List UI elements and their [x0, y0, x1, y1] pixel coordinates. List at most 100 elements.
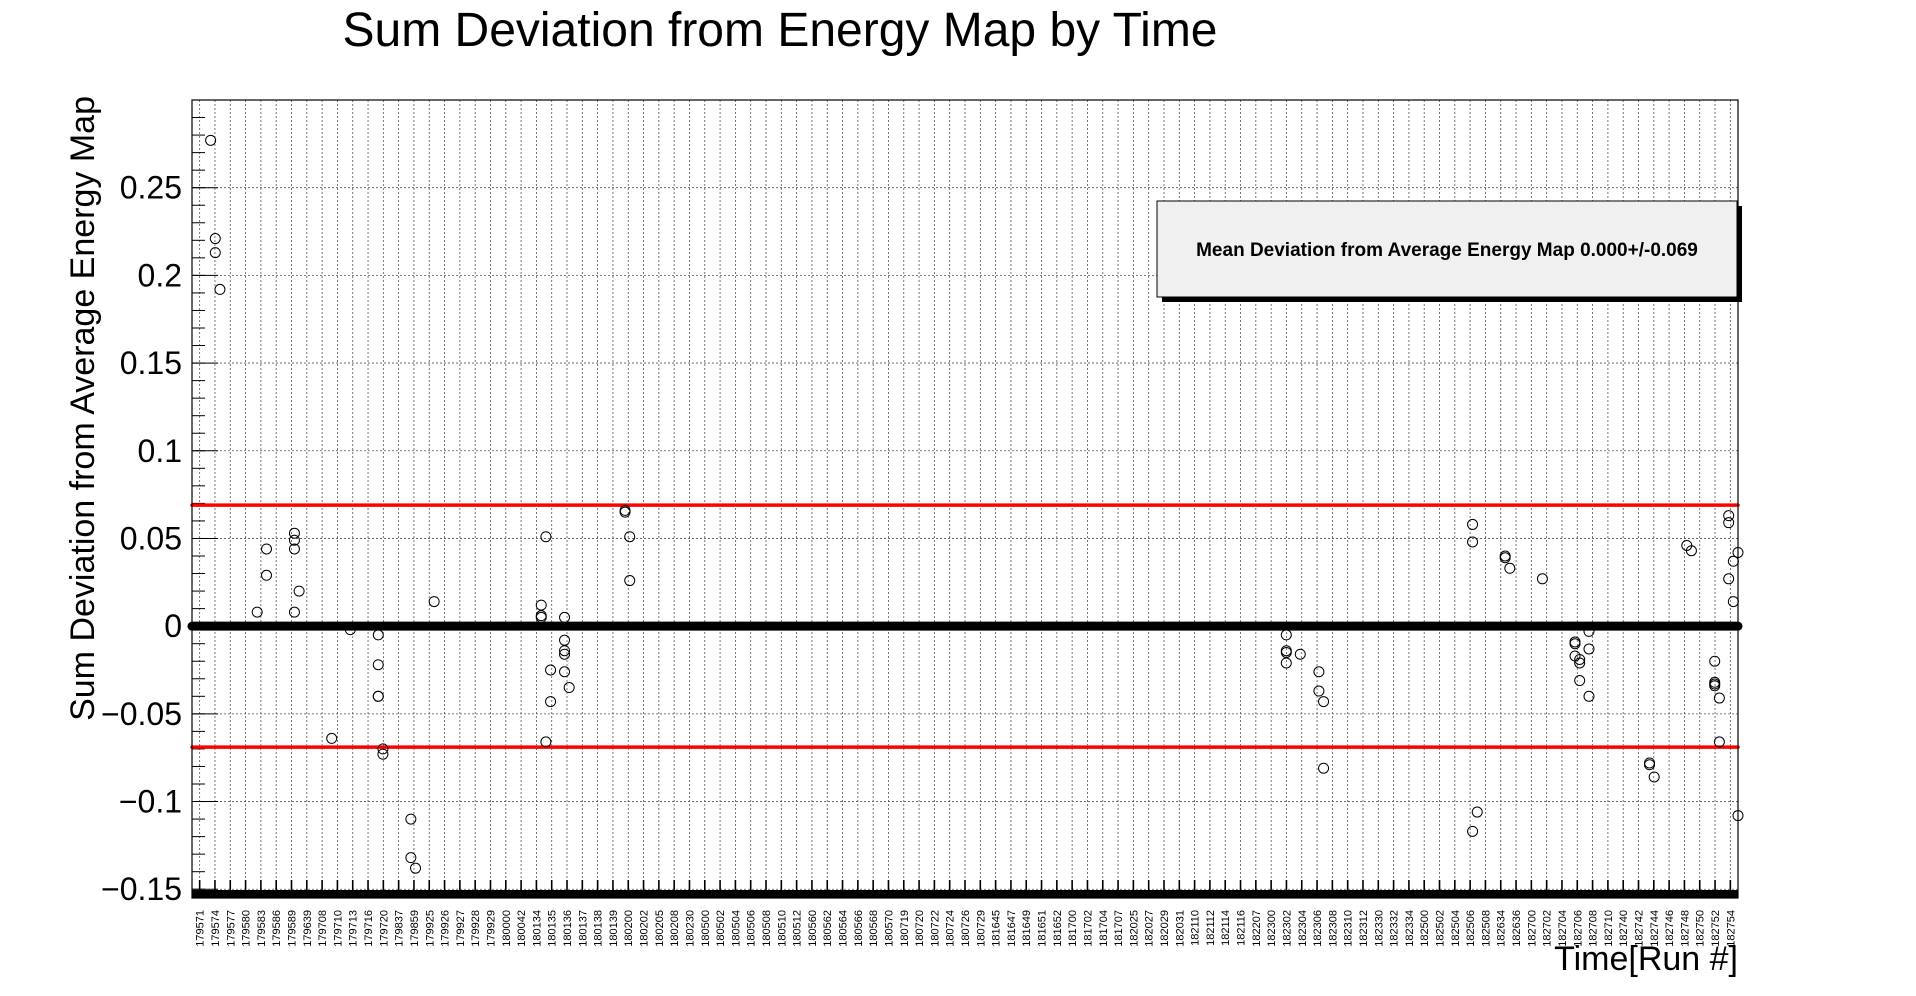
x-tick-label: 180500 [700, 910, 712, 947]
x-tick-label: 179713 [348, 910, 360, 947]
x-tick-label: 180512 [792, 910, 804, 947]
x-tick-label: 182207 [1251, 910, 1263, 947]
y-tick-label: 0.05 [120, 520, 182, 556]
data-point [288, 534, 300, 546]
data-point [1318, 762, 1330, 774]
y-tick-label: 0.15 [120, 345, 182, 381]
data-point [372, 690, 384, 702]
x-tick-label: 181645 [991, 910, 1003, 947]
x-tick-label: 179927 [455, 910, 467, 947]
y-tick-label: 0.1 [138, 433, 182, 469]
x-tick-label: 182750 [1695, 910, 1707, 947]
x-tick-label: 180508 [761, 910, 773, 947]
data-point [214, 283, 226, 295]
x-tick-label: 182116 [1236, 910, 1248, 946]
x-tick-label: 181651 [1037, 910, 1049, 947]
x-tick-label: 181647 [1006, 910, 1018, 947]
data-point [1569, 638, 1581, 650]
y-tick-label: 0 [164, 608, 182, 644]
x-tick-label: 179586 [271, 910, 283, 947]
x-tick-label: 182112 [1205, 910, 1217, 946]
data-point [1467, 536, 1479, 548]
data-point [377, 748, 389, 760]
data-point [261, 569, 273, 581]
data-point [1574, 675, 1586, 687]
x-tick-label: 179710 [332, 910, 344, 947]
x-tick-label: 182330 [1373, 910, 1385, 947]
x-tick-label: 179574 [210, 910, 222, 947]
data-point [1536, 573, 1548, 585]
data-point [372, 629, 384, 641]
data-point [288, 527, 300, 539]
x-tick-label: 180726 [960, 910, 972, 947]
x-tick-label: 182704 [1557, 910, 1569, 947]
x-tick-label: 179708 [317, 910, 329, 947]
x-tick-label: 182754 [1725, 910, 1737, 947]
x-tick-label: 181707 [1113, 910, 1125, 947]
x-tick-label: 181700 [1067, 910, 1079, 947]
data-point [288, 543, 300, 555]
x-tick-band [192, 890, 1738, 898]
x-tick-label: 182332 [1389, 910, 1401, 947]
x-tick-label: 180566 [853, 910, 865, 947]
x-tick-label: 180136 [562, 910, 574, 947]
data-point [624, 575, 636, 587]
data-point [1499, 552, 1511, 564]
data-point [1471, 806, 1483, 818]
x-tick-label: 179571 [195, 910, 207, 947]
x-tick-label: 182114 [1220, 910, 1232, 946]
x-axis-label: Time[Run #] [1554, 940, 1738, 978]
data-point [1685, 545, 1697, 557]
data-point [545, 664, 557, 676]
x-tick-label: 180205 [654, 910, 666, 947]
data-point [1583, 625, 1595, 637]
x-tick-label: 179580 [241, 910, 253, 947]
data-point [1583, 643, 1595, 655]
data-point [559, 645, 571, 657]
data-point [545, 696, 557, 708]
x-tick-label: 182302 [1281, 910, 1293, 947]
x-tick-label: 182708 [1588, 910, 1600, 947]
data-points [205, 134, 1744, 874]
data-point [535, 599, 547, 611]
x-tick-label: 182110 [1190, 910, 1202, 946]
y-tick-label: 0.25 [120, 170, 182, 206]
x-tick-label: 182304 [1297, 910, 1309, 947]
data-point [1723, 573, 1735, 585]
y-tick-label: −0.1 [119, 784, 182, 820]
x-tick-label: 182706 [1572, 910, 1584, 947]
y-tick-label: 0.2 [138, 257, 182, 293]
x-tick-label: 182702 [1542, 910, 1554, 947]
legend-background [1156, 200, 1738, 298]
data-point [405, 813, 417, 825]
data-point [1467, 518, 1479, 530]
x-tick-label: 180510 [776, 910, 788, 947]
x-tick-label: 182027 [1144, 910, 1156, 947]
x-tick-label: 180564 [838, 910, 850, 947]
x-tick-label: 182508 [1480, 910, 1492, 947]
data-point [540, 736, 552, 748]
x-tick-label: 180042 [516, 910, 528, 947]
x-tick-label: 182310 [1343, 910, 1355, 947]
data-point [1574, 657, 1586, 669]
data-point [251, 606, 263, 618]
data-point [205, 134, 217, 146]
data-point [540, 531, 552, 543]
x-tick-label: 182636 [1511, 910, 1523, 947]
x-tick-label: 180230 [684, 910, 696, 947]
x-tick-label: 182746 [1664, 910, 1676, 947]
data-point [559, 611, 571, 623]
data-point [624, 531, 636, 543]
data-point [1280, 646, 1292, 658]
data-point [559, 666, 571, 678]
x-tick-label: 180720 [914, 910, 926, 947]
data-point [209, 247, 221, 259]
data-point [1318, 696, 1330, 708]
chart-title: Sum Deviation from Energy Map by Time [343, 4, 1218, 57]
x-tick-label: 180560 [807, 910, 819, 947]
x-tick-label: 182748 [1679, 910, 1691, 947]
data-point [209, 233, 221, 245]
x-tick-label: 180139 [608, 910, 620, 947]
